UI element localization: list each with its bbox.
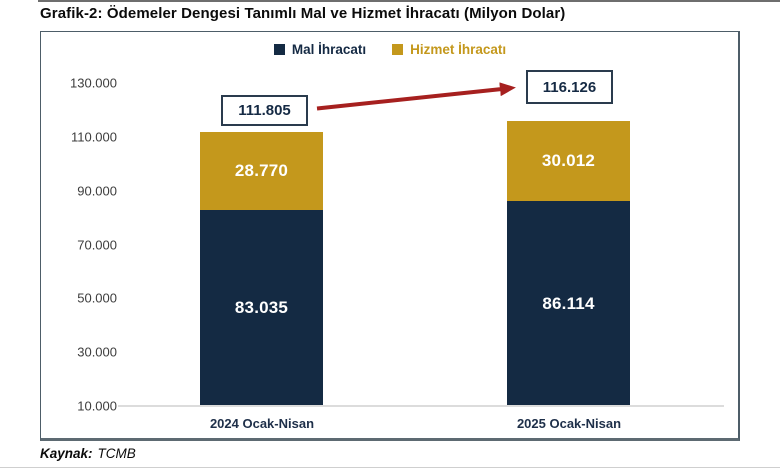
chart-legend: Mal İhracatı Hizmet İhracatı: [40, 42, 740, 57]
legend-swatch-hizmet-icon: [392, 44, 404, 55]
legend-swatch-mal-icon: [273, 44, 285, 55]
total-callout-2024: 111.805: [221, 95, 308, 126]
y-axis-tick-130.000: 130.000: [70, 75, 117, 91]
y-axis-tick-30.000: 30.000: [77, 344, 117, 360]
chart-title: Grafik-2: Ödemeler Dengesi Tanımlı Mal v…: [40, 5, 566, 22]
legend-item-hizmet: Hizmet İhracatı: [392, 42, 506, 57]
total-callout-2025: 116.126: [526, 70, 613, 104]
source-label: Kaynak:: [40, 446, 93, 461]
x-axis-label-2024: 2024 Ocak-Nisan: [209, 416, 315, 431]
y-axis-tick-90.000: 90.000: [77, 183, 117, 199]
y-axis-tick-110.000: 110.000: [70, 129, 117, 145]
bar-mal-2-value: 86.114: [542, 293, 595, 313]
source-note: Kaynak: TCMB: [40, 446, 136, 461]
bar-mal-2: 86.114: [507, 201, 630, 406]
bar-mal-1: 83.035: [200, 209, 323, 406]
legend-label-hizmet: Hizmet İhracatı: [410, 42, 507, 57]
bar-mal-1-value: 83.035: [234, 297, 289, 317]
x-axis-label-2025: 2025 Ocak-Nisan: [516, 416, 622, 431]
top-divider-line: [38, 0, 780, 2]
source-value: TCMB: [97, 446, 136, 461]
bar-hizmet-2: 30.012: [507, 120, 630, 202]
y-axis-tick-10.000: 10.000: [77, 398, 117, 414]
bar-hizmet-1-value: 28.770: [234, 160, 289, 180]
legend-label-mal: Mal İhracatı: [291, 42, 367, 57]
x-axis-line: [118, 405, 724, 407]
legend-item-mal: Mal İhracatı: [273, 42, 367, 57]
y-axis-tick-50.000: 50.000: [77, 290, 117, 306]
bar-hizmet-1: 28.770: [200, 132, 323, 210]
bar-hizmet-2-value: 30.012: [541, 150, 596, 170]
y-axis-tick-70.000: 70.000: [77, 237, 117, 253]
bottom-divider-line: [0, 467, 780, 468]
